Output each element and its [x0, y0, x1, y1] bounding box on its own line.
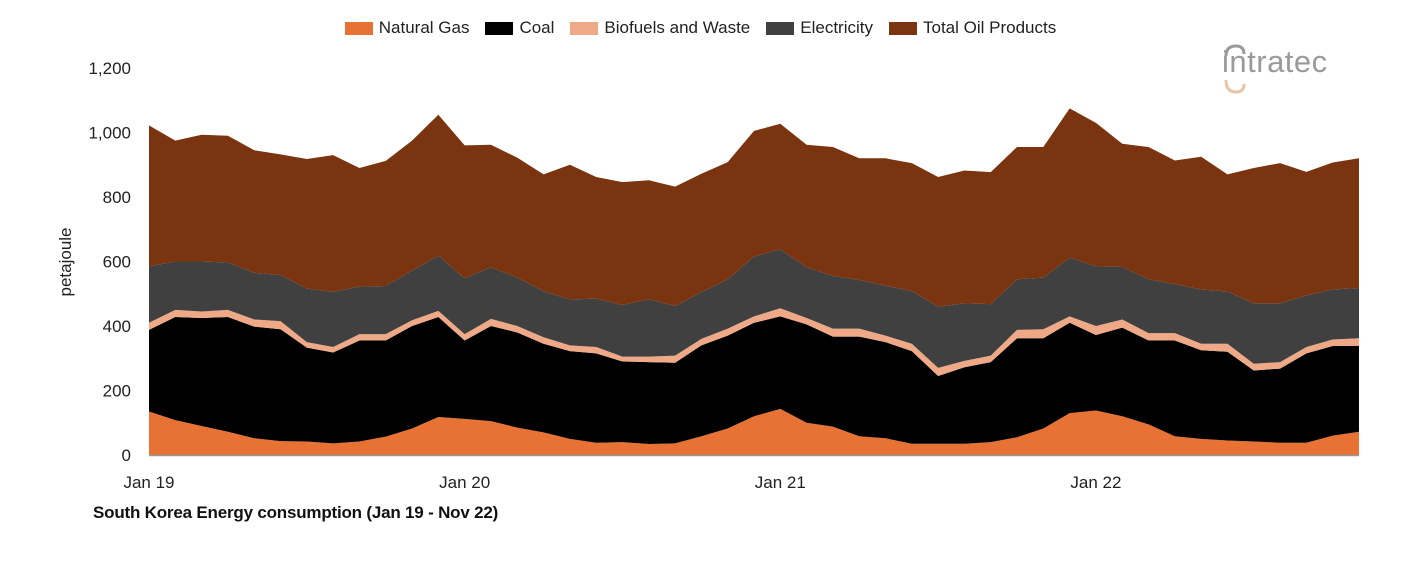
y-axis-label: petajoule	[56, 227, 75, 296]
legend-label: Coal	[519, 18, 555, 37]
area-natural-gas	[149, 408, 1359, 455]
legend-label: Natural Gas	[378, 18, 470, 37]
area-coal	[149, 316, 1359, 445]
intratec-logo: intratec	[1222, 44, 1328, 79]
legend-swatch	[766, 21, 795, 35]
y-tick-label: 200	[103, 382, 131, 401]
legend-item-coal: Coal	[485, 18, 554, 38]
legend-label: Total Oil Products	[923, 18, 1057, 37]
legend-swatch	[344, 21, 373, 35]
x-tick-label: Jan 19	[123, 473, 174, 492]
y-tick-label: 1,000	[88, 124, 131, 143]
legend-swatch	[570, 21, 599, 35]
y-tick-label: 0	[122, 446, 131, 465]
legend-item-electricity: Electricity	[766, 18, 873, 38]
x-tick-label: Jan 20	[439, 473, 490, 492]
area-electricity	[149, 249, 1359, 368]
chart-legend: Natural Gas Coal Biofuels and Waste Electri…	[0, 18, 1401, 38]
y-tick-label: 400	[103, 317, 131, 336]
logo-mark-icon	[1224, 44, 1246, 94]
y-tick-label: 1,200	[88, 59, 131, 78]
series-areas	[149, 108, 1359, 455]
legend-item-natural-gas: Natural Gas	[344, 18, 470, 38]
legend-swatch	[889, 21, 917, 35]
area-total-oil-products	[149, 108, 1359, 307]
legend-swatch	[485, 21, 514, 35]
y-tick-label: 600	[103, 253, 131, 272]
y-tick-labels: 0 200 400 600 800 1,000 1,200	[88, 59, 131, 465]
legend-item-biofuels-and-waste: Biofuels and Waste	[570, 18, 750, 38]
y-tick-label: 800	[103, 188, 131, 207]
chart-caption: South Korea Energy consumption (Jan 19 -…	[93, 503, 499, 522]
area-biofuels-and-waste	[149, 308, 1359, 376]
x-tick-label: Jan 22	[1070, 473, 1121, 492]
legend-label: Electricity	[800, 18, 873, 37]
legend-label: Biofuels and Waste	[604, 18, 751, 37]
legend-item-total-oil-products: Total Oil Products	[889, 18, 1056, 38]
x-tick-label: Jan 21	[755, 473, 806, 492]
x-tick-labels: Jan 19 Jan 20 Jan 21 Jan 22	[123, 473, 1121, 492]
